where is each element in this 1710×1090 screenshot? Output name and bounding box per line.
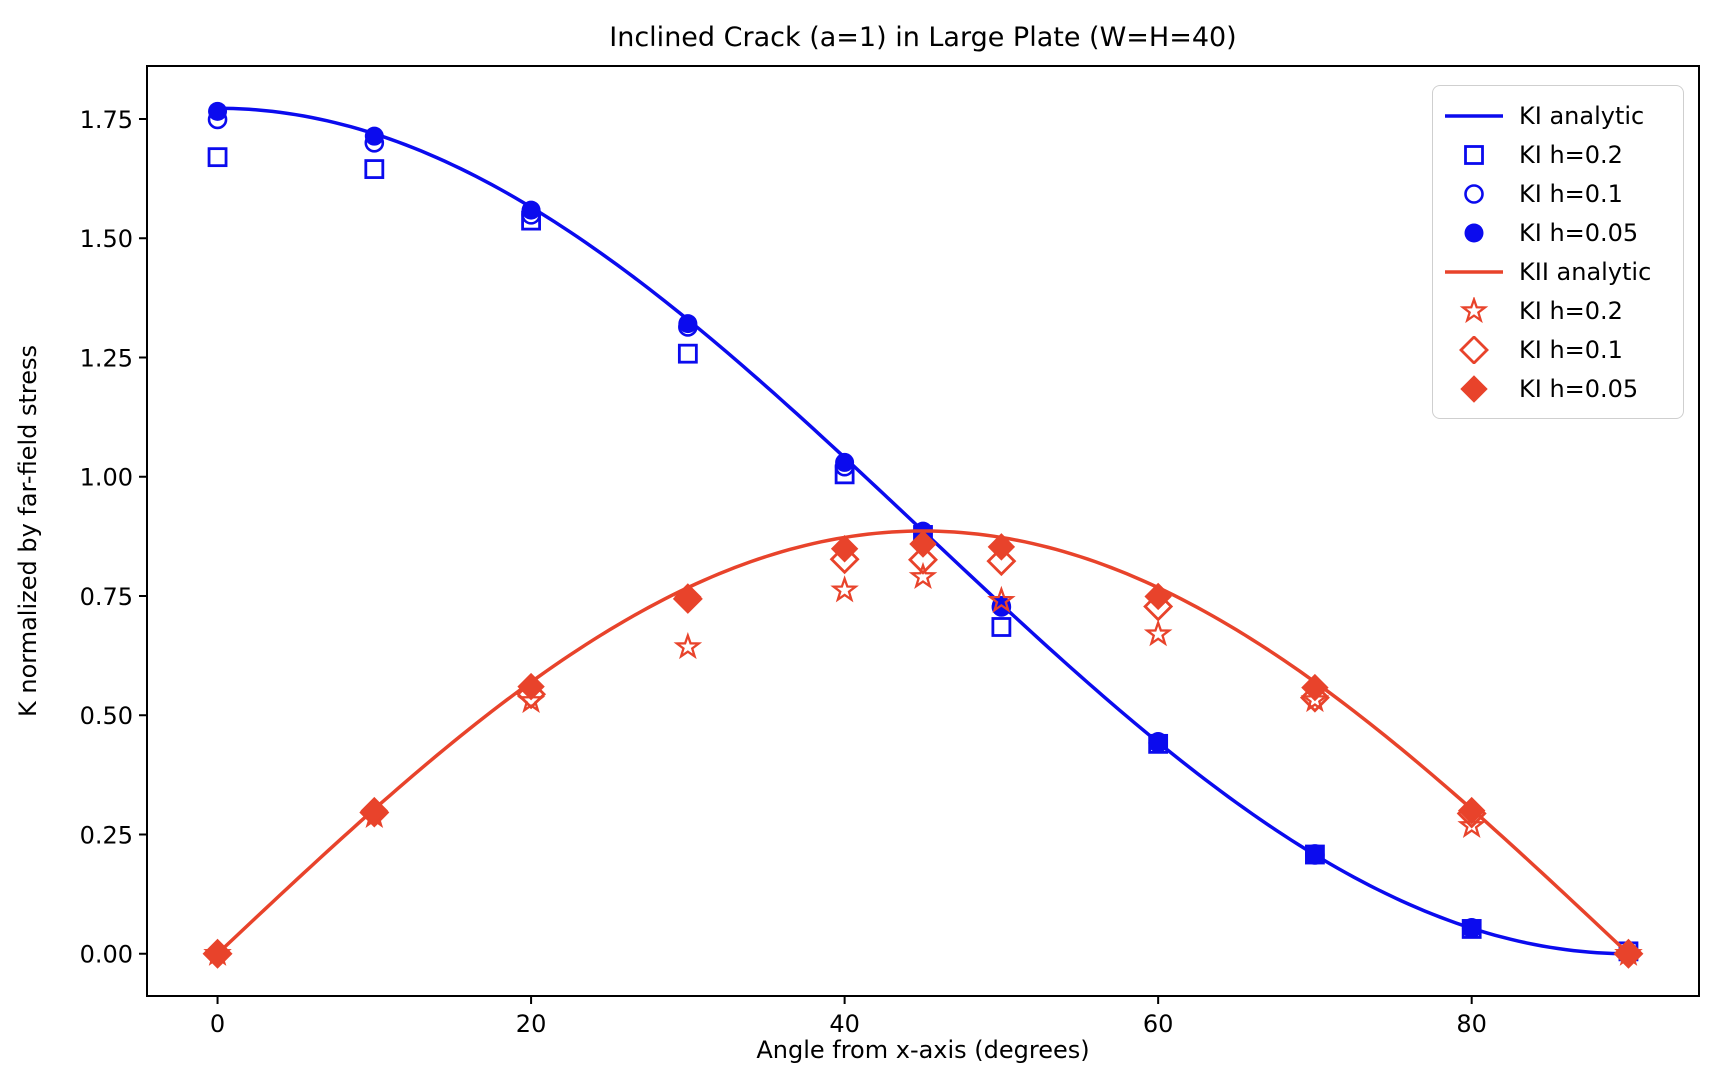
legend-label: KI h=0.1 xyxy=(1519,179,1623,208)
open-diamond-marker xyxy=(986,546,1017,577)
filled-diamond-marker xyxy=(1301,673,1329,702)
x-axis-label: Angle from x-axis (degrees) xyxy=(756,1036,1089,1064)
filled-circle-marker xyxy=(678,314,698,334)
open-diamond-marker xyxy=(1459,335,1489,364)
legend-label: KI h=0.05 xyxy=(1519,218,1639,247)
open-star-marker xyxy=(1143,619,1173,647)
legend-label: KI h=0.1 xyxy=(1519,335,1623,364)
open-diamond-marker xyxy=(908,544,938,575)
series-kii-h-0-05-labeled-ki-h-0-05-markers xyxy=(203,530,1643,968)
open-diamond-marker xyxy=(829,544,860,575)
legend-item-5-ki-h-0-2: KI h=0.2 xyxy=(1441,291,1669,330)
open-diamond-marker xyxy=(1143,591,1174,622)
open-star-marker xyxy=(1300,684,1330,713)
y-tick-label: 1.75 xyxy=(80,106,133,134)
legend-item-6-ki-h-0-1: KI h=0.1 xyxy=(1441,330,1669,369)
filled-diamond-marker xyxy=(909,530,937,558)
legend-item-0-ki-analytic: KI analytic xyxy=(1441,96,1669,135)
legend-label: KI h=0.2 xyxy=(1519,296,1623,325)
legend-item-7-ki-h-0-05: KI h=0.05 xyxy=(1441,369,1669,408)
legend-label: KI h=0.05 xyxy=(1519,374,1639,403)
legend-label: KI analytic xyxy=(1519,101,1645,130)
open-star-marker xyxy=(1459,296,1489,323)
open-star-marker xyxy=(673,632,703,660)
filled-diamond-marker xyxy=(1457,796,1486,825)
filled-circle-marker xyxy=(1462,918,1482,938)
open-square-marker xyxy=(207,147,228,168)
filled-diamond-marker xyxy=(517,672,545,701)
filled-circle-marker xyxy=(1148,731,1168,751)
legend-open-diamond-icon xyxy=(1459,335,1489,364)
y-tick-label: 0.25 xyxy=(80,821,133,849)
y-tick-label: 1.25 xyxy=(80,344,133,372)
open-square-marker xyxy=(991,617,1012,637)
filled-diamond-marker xyxy=(1614,940,1643,968)
filled-diamond-marker xyxy=(830,535,859,563)
filled-diamond-marker xyxy=(1144,582,1172,611)
filled-circle-marker xyxy=(1464,223,1484,242)
open-star-marker xyxy=(987,585,1016,613)
open-square-marker xyxy=(677,343,698,364)
open-square-marker xyxy=(364,159,385,179)
chart-title: Inclined Crack (a=1) in Large Plate (W=H… xyxy=(609,22,1236,53)
legend-open-star-icon xyxy=(1459,296,1489,323)
filled-diamond-marker xyxy=(674,583,702,611)
filled-circle-marker xyxy=(364,126,384,146)
legend-filled-circle-icon xyxy=(1464,223,1484,242)
legend-line-icon xyxy=(1445,269,1503,274)
filled-circle-marker xyxy=(208,101,228,121)
y-axis-ticks xyxy=(139,117,147,955)
axes-box xyxy=(146,65,1700,997)
filled-diamond-marker xyxy=(1460,374,1488,403)
legend-label: KII analytic xyxy=(1519,257,1652,286)
open-star-marker xyxy=(830,575,859,603)
legend-line-icon xyxy=(1445,113,1503,118)
x-tick-label: 20 xyxy=(516,1010,547,1038)
open-star-marker xyxy=(1457,810,1486,839)
series-kii-h-0-2-labeled-ki-h-0-2-markers xyxy=(203,561,1643,966)
legend-open-circle-icon xyxy=(1464,183,1484,204)
x-tick-label: 60 xyxy=(1143,1010,1174,1038)
open-circle-marker xyxy=(1464,183,1484,204)
y-tick-label: 1.50 xyxy=(80,225,133,253)
y-axis-label: K normalized by far-field stress xyxy=(14,345,42,717)
filled-diamond-marker xyxy=(987,533,1016,561)
x-tick-label: 40 xyxy=(829,1010,860,1038)
legend-label: KI h=0.2 xyxy=(1519,140,1623,169)
legend-open-square-icon xyxy=(1464,144,1484,165)
filled-circle-marker xyxy=(521,200,541,220)
series-kii-h-0-1-labeled-ki-h-0-1-markers xyxy=(202,544,1644,969)
x-axis-ticks xyxy=(216,996,1473,1004)
filled-diamond-marker xyxy=(360,796,389,825)
x-tick-label: 0 xyxy=(210,1010,225,1038)
y-tick-label: 0.75 xyxy=(80,583,133,611)
x-tick-label: 80 xyxy=(1456,1010,1487,1038)
kii-analytic-curve xyxy=(215,529,1631,956)
legend-item-3-ki-h-0-05: KI h=0.05 xyxy=(1441,213,1669,252)
open-star-marker xyxy=(908,561,938,590)
y-tick-label: 1.00 xyxy=(80,464,133,492)
filled-circle-marker xyxy=(1305,844,1325,864)
legend-filled-diamond-icon xyxy=(1460,374,1488,403)
open-diamond-marker xyxy=(1299,682,1330,713)
legend-item-4-kii-analytic: KII analytic xyxy=(1441,252,1669,291)
legend-item-2-ki-h-0-1: KI h=0.1 xyxy=(1441,174,1669,213)
legend-item-1-ki-h-0-2: KI h=0.2 xyxy=(1441,135,1669,174)
legend: KI analytic KI h=0.2 KI h=0.1 KI h=0.05 KII … xyxy=(1432,85,1684,419)
filled-diamond-marker xyxy=(203,940,232,968)
filled-circle-marker xyxy=(835,452,855,472)
y-tick-label: 0.50 xyxy=(80,702,133,730)
open-square-marker xyxy=(1464,144,1484,165)
y-tick-label: 0.00 xyxy=(80,941,133,969)
